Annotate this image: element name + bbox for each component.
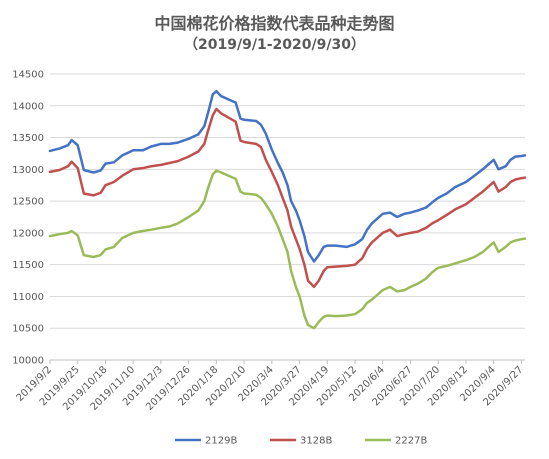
y-tick-label: 13000 — [12, 165, 44, 176]
legend-label: 2227B — [395, 436, 427, 447]
series-line-3128B — [48, 107, 527, 289]
series-line-2227B — [48, 169, 527, 330]
y-tick-label: 11000 — [12, 292, 44, 303]
chart-subtitle: （2019/9/1-2020/9/30） — [184, 37, 365, 53]
y-tick-label: 14000 — [12, 101, 44, 112]
legend-label: 3128B — [300, 436, 332, 447]
y-tick-label: 10500 — [12, 324, 44, 335]
y-tick-label: 13500 — [12, 133, 44, 144]
y-tick-label: 14500 — [12, 70, 44, 81]
y-tick-label: 10000 — [12, 356, 44, 367]
y-tick-label: 12000 — [12, 228, 44, 239]
legend-label: 2129B — [205, 436, 237, 447]
y-tick-label: 12500 — [12, 197, 44, 208]
y-tick-label: 11500 — [12, 260, 44, 271]
chart-title: 中国棉花价格指数代表品种走势图 — [154, 14, 395, 33]
series-line-2129B — [48, 89, 527, 263]
